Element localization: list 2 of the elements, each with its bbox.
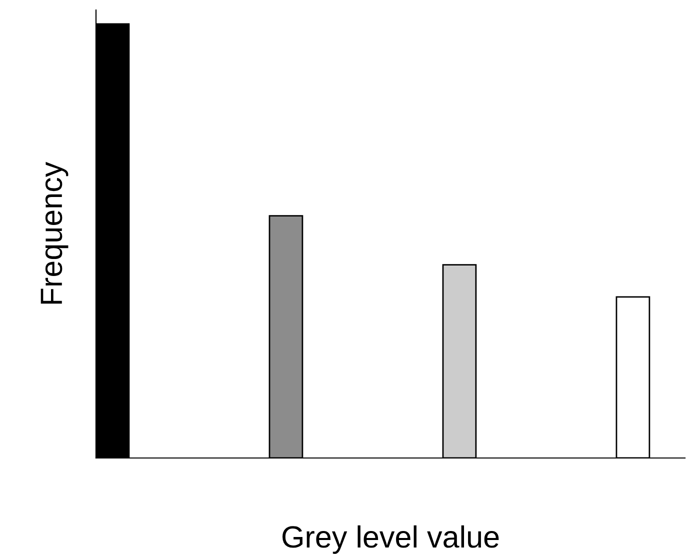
x-axis-title: Grey level value [282,525,499,554]
y-axis-title: Frequency [40,162,68,304]
